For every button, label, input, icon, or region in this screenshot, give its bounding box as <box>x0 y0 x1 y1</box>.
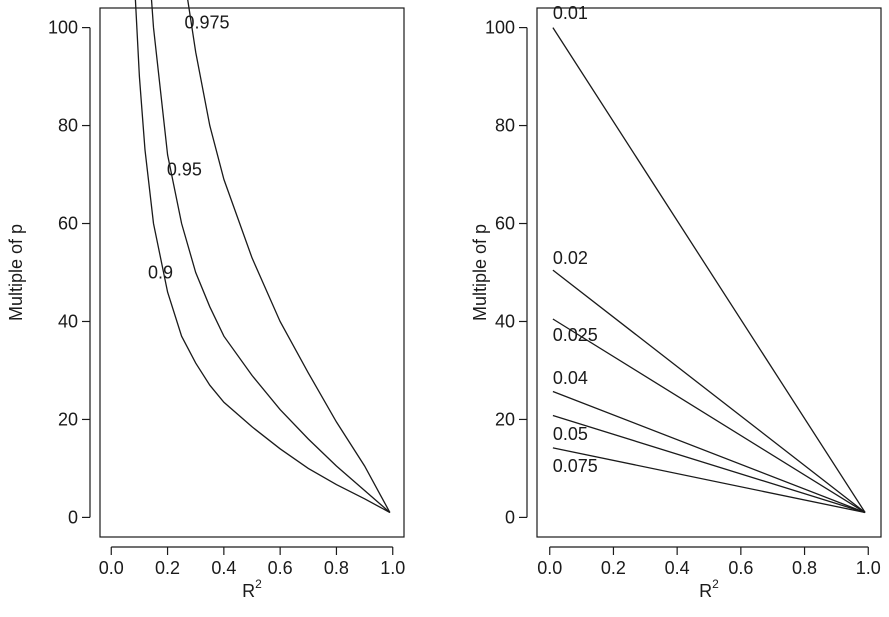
plot-frame <box>536 7 882 538</box>
x-tick-label: 0.4 <box>665 558 690 578</box>
x-axis-title: R2 <box>242 577 262 601</box>
series-line-0-025 <box>552 318 866 514</box>
x-tick-label: 0.0 <box>99 558 124 578</box>
series-label-0-04: 0.04 <box>553 368 588 388</box>
x-tick-label: 0.6 <box>268 558 293 578</box>
left-chart-panel: 0.0 0.2 0.4 0.6 0.8 1.0 0 20 40 60 80 100 R2 Multiple… <box>6 0 405 601</box>
y-tick-label: 20 <box>58 409 78 429</box>
series-label-0-02: 0.02 <box>553 248 588 268</box>
series-line-0-9 <box>134 0 391 514</box>
x-tick-label: 0.8 <box>324 558 349 578</box>
x-tick-label: 0.2 <box>155 558 180 578</box>
y-tick-label: 40 <box>58 311 78 331</box>
series-group <box>134 0 391 514</box>
x-tick-label: 1.0 <box>856 558 881 578</box>
y-tick-label: 60 <box>58 214 78 234</box>
series-label-0-95: 0.95 <box>167 160 202 180</box>
y-tick-label: 40 <box>495 311 515 331</box>
series-line-0-04 <box>552 390 866 514</box>
x-tick-label: 1.0 <box>380 558 405 578</box>
y-axis-title: Multiple of p <box>6 224 26 321</box>
x-tick-label: 0.4 <box>211 558 236 578</box>
y-tick-label: 0 <box>505 507 515 527</box>
x-tick-label: 0.2 <box>601 558 626 578</box>
y-tick-label: 20 <box>495 409 515 429</box>
series-group <box>552 27 866 514</box>
x-tick-label: 0.6 <box>728 558 753 578</box>
series-label-0-05: 0.05 <box>553 424 588 444</box>
x-axis-title-superscript: 2 <box>255 577 262 591</box>
series-label-0-025: 0.025 <box>553 325 598 345</box>
series-line-0-95 <box>150 0 391 513</box>
right-chart-panel: 0.0 0.2 0.4 0.6 0.8 1.0 0 20 40 60 80 100 R2 Multiple… <box>470 3 882 601</box>
y-axis-title: Multiple of p <box>470 224 490 321</box>
y-tick-label: 100 <box>48 18 78 38</box>
series-label-0-075: 0.075 <box>553 456 598 476</box>
y-tick-label: 80 <box>495 116 515 136</box>
y-tick-label: 0 <box>68 507 78 527</box>
series-line-0-075 <box>552 447 866 514</box>
x-axis-title-base: R <box>699 581 712 601</box>
x-tick-label: 0.8 <box>792 558 817 578</box>
plot-frame <box>99 7 405 538</box>
series-label-0-975: 0.975 <box>184 13 229 33</box>
series-line-0-02 <box>552 269 866 514</box>
x-axis-title-superscript: 2 <box>712 577 719 591</box>
series-label-0-9: 0.9 <box>148 263 173 283</box>
y-tick-label: 80 <box>58 116 78 136</box>
x-tick-label: 0.0 <box>537 558 562 578</box>
x-axis-title: R2 <box>699 577 719 601</box>
y-tick-label: 60 <box>495 214 515 234</box>
series-line-0-01 <box>552 27 866 513</box>
series-line-0-05 <box>552 414 866 514</box>
series-line-0-975 <box>187 0 391 513</box>
series-label-0-01: 0.01 <box>553 3 588 23</box>
y-tick-label: 100 <box>485 18 515 38</box>
x-axis-title-base: R <box>242 581 255 601</box>
